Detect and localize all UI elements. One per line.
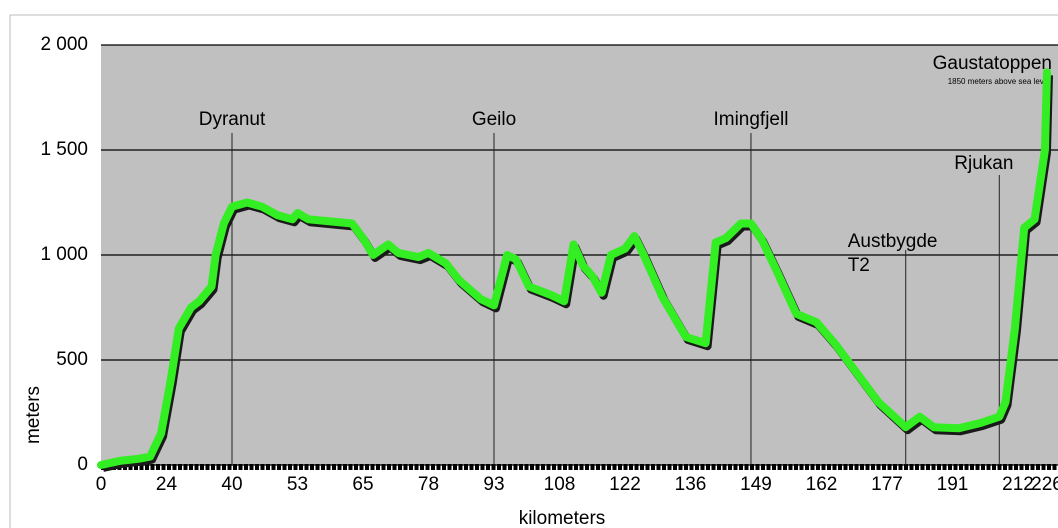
y-tick-label: 1 000 xyxy=(40,244,88,265)
y-tick-label: 1 500 xyxy=(40,139,88,160)
x-tick-label: 53 xyxy=(287,474,308,495)
annotation-label: Gaustatoppen xyxy=(933,53,1052,74)
x-tick-label: 0 xyxy=(96,474,107,495)
y-tick-label: 2 000 xyxy=(40,34,88,55)
x-tick-label: 191 xyxy=(937,474,969,495)
x-tick-label: 122 xyxy=(609,474,641,495)
annotation-label: Geilo xyxy=(472,109,516,130)
x-tick-label: 162 xyxy=(806,474,838,495)
x-tick-label: 226 xyxy=(1031,474,1058,495)
x-axis-label: kilometers xyxy=(519,508,606,528)
x-tick-label: 136 xyxy=(675,474,707,495)
x-tick-label: 40 xyxy=(221,474,242,495)
x-tick-label: 65 xyxy=(352,474,373,495)
x-tick-label: 108 xyxy=(544,474,576,495)
annotation-line-text: Austbygde xyxy=(848,231,938,252)
line xyxy=(97,68,1051,469)
annotation-label: Dyranut xyxy=(199,109,266,130)
x-tick-label: 177 xyxy=(871,474,903,495)
x-tick-label: 78 xyxy=(418,474,439,495)
x-tick-label: 93 xyxy=(483,474,504,495)
x-tick-label: 24 xyxy=(156,474,178,495)
annotation-label: Imingfjell xyxy=(713,109,788,130)
x-tick-label: 149 xyxy=(740,474,772,495)
y-tick-label: 500 xyxy=(56,349,88,370)
y-tick-label: 0 xyxy=(77,454,88,475)
annotation-line-text: T2 xyxy=(848,255,870,276)
x-tick-label: 212 xyxy=(1002,474,1034,495)
y-axis-label: meters xyxy=(23,386,44,444)
annotation-label: Austbygde T2 xyxy=(848,231,938,276)
annotation-note: 1850 meters above sea level xyxy=(948,77,1051,86)
annotation-label: Rjukan xyxy=(954,153,1013,174)
